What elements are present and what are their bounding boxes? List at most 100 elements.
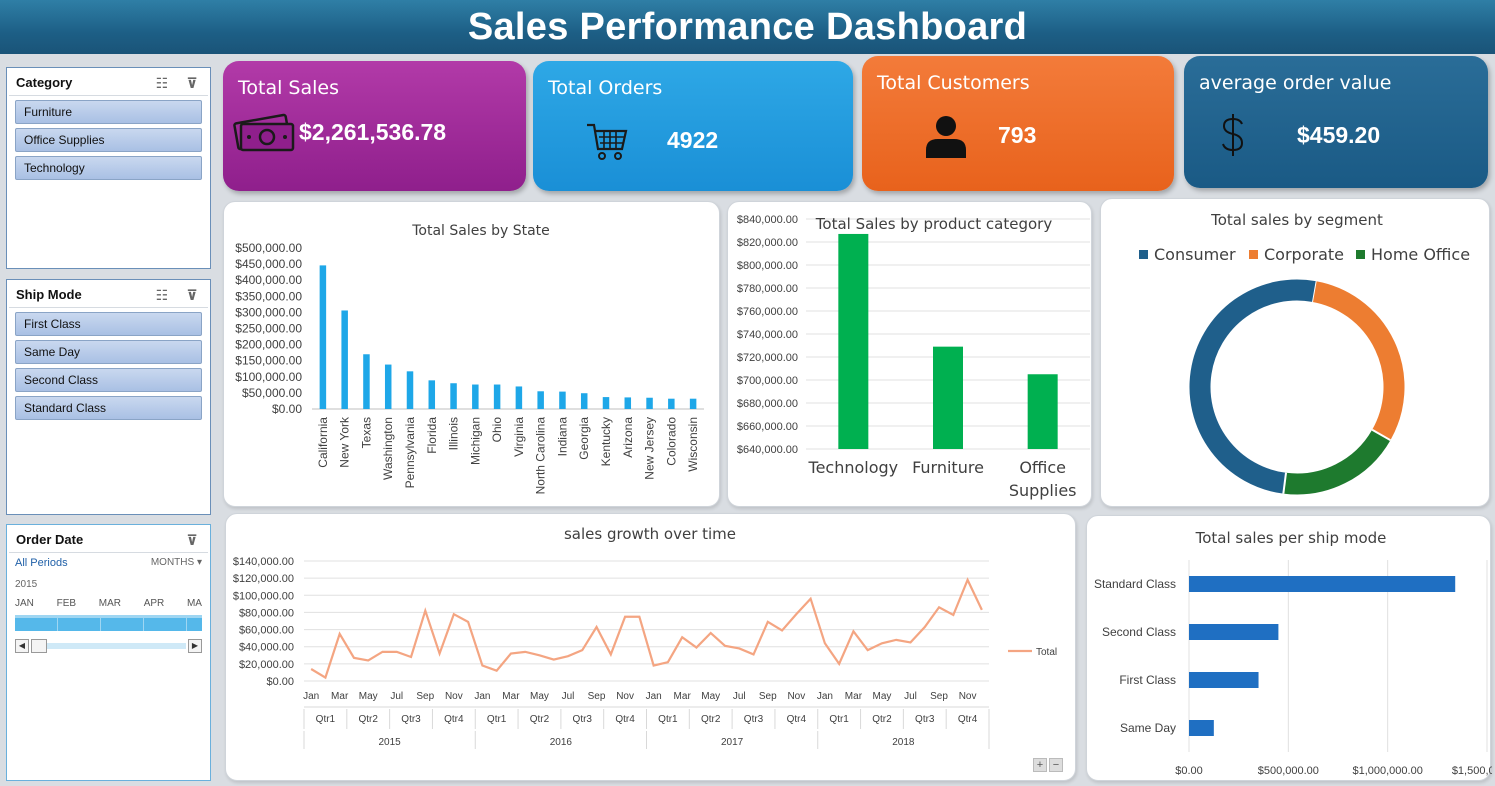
chart-sales-by-ship-mode-svg: Total sales per ship mode $0.00 $500,000.0…	[1094, 529, 1492, 777]
cart-icon	[587, 123, 628, 160]
x-tick-label: North Carolina	[534, 417, 548, 495]
x-tick-label: Indiana	[555, 417, 569, 457]
y-tick-label: $300,000.00	[235, 305, 302, 319]
slicer-item-second-class[interactable]: Second Class	[15, 368, 202, 392]
slicer-item-furniture[interactable]: Furniture	[15, 100, 202, 124]
expand-button[interactable]: +	[1033, 758, 1047, 772]
bar	[838, 233, 869, 449]
kpi-value: 4922	[667, 127, 719, 153]
x-tick-label: Supplies	[1009, 481, 1077, 500]
x-quarter-label: Qtr1	[487, 714, 507, 725]
x-month-label: May	[359, 691, 378, 702]
x-tick-label: Technology	[808, 458, 899, 477]
x-quarter-label: Qtr1	[316, 714, 336, 725]
chart-title: Total sales per ship mode	[1195, 529, 1387, 547]
scroll-right-icon[interactable]: ▶	[188, 639, 202, 653]
legend-swatch	[1356, 250, 1365, 259]
chart-title: Total Sales by product category	[815, 215, 1053, 233]
category-slicer-title: Category	[16, 75, 73, 90]
category-slicer: Category ☷ ⊽ Furniture Office Supplies T…	[6, 67, 211, 269]
bar	[406, 371, 414, 409]
bar	[602, 397, 610, 409]
x-quarter-label: Qtr3	[573, 714, 593, 725]
bar	[450, 383, 457, 409]
slicer-item-first-class[interactable]: First Class	[15, 312, 202, 336]
bar	[493, 384, 501, 409]
chart-sales-growth-svg: sales growth over time $0.00 $20,000.00 $40…	[233, 525, 1057, 749]
x-month-label: Jan	[303, 691, 319, 702]
slicer-item-standard-class[interactable]: Standard Class	[15, 396, 202, 420]
multi-select-icon[interactable]: ☷	[155, 74, 169, 91]
bar	[537, 391, 544, 409]
y-tick-label: $740,000.00	[737, 329, 798, 341]
y-tick-label: $80,000.00	[239, 607, 294, 619]
y-tick-label: $250,000.00	[235, 322, 302, 336]
kpi-total-orders: Total Orders 4922	[533, 61, 853, 191]
y-tick-label: $450,000.00	[235, 257, 302, 271]
y-tick-label: $640,000.00	[737, 444, 798, 456]
bar	[668, 398, 675, 409]
clear-filter-icon[interactable]: ⊽	[186, 286, 198, 303]
timeline-scrollbar[interactable]: ◀ ▶	[15, 639, 202, 653]
slicer-item-office-supplies[interactable]: Office Supplies	[15, 128, 202, 152]
x-tick-label: Illinois	[447, 417, 461, 450]
kpi-label: average order value	[1199, 72, 1392, 94]
legend-label: Consumer	[1154, 245, 1236, 264]
kpi-label: Total Orders	[548, 77, 663, 99]
x-tick-label: Wisconsin	[686, 417, 700, 472]
x-month-label: May	[530, 691, 549, 702]
collapse-button[interactable]: −	[1049, 758, 1063, 772]
timeline-months: JAN FEB MAR APR MA	[7, 590, 210, 609]
time-level-dropdown[interactable]: MONTHS ▾	[150, 557, 202, 568]
legend-label: Corporate	[1264, 245, 1344, 264]
x-month-label: May	[701, 691, 720, 702]
x-tick-label: Michigan	[468, 417, 482, 465]
x-tick-label: Colorado	[664, 417, 678, 466]
clear-filter-icon[interactable]: ⊽	[186, 531, 198, 548]
timeline-selection-bar[interactable]	[15, 615, 202, 631]
chart-sales-by-state: Total Sales by State $0.00 $50,000.00 $100,…	[223, 201, 720, 507]
legend-swatch	[1249, 250, 1258, 259]
chart-sales-by-segment: Total sales by segment Consumer Corporate H…	[1100, 198, 1490, 507]
y-tick-label: $100,000.00	[235, 370, 302, 384]
multi-select-icon[interactable]: ☷	[155, 286, 169, 303]
x-month-label: Mar	[674, 691, 692, 702]
chart-sales-by-category: $640,000.00 $660,000.00 $680,000.00 $700,00…	[727, 201, 1092, 507]
x-quarter-label: Qtr1	[829, 714, 849, 725]
legend-label: Home Office	[1371, 245, 1470, 264]
slicer-item-same-day[interactable]: Same Day	[15, 340, 202, 364]
x-month-label: Jan	[474, 691, 490, 702]
pivot-zoom-buttons: + −	[1033, 758, 1063, 772]
y-tick-label: $800,000.00	[737, 260, 798, 272]
y-tick-label: $760,000.00	[737, 306, 798, 318]
scroll-left-icon[interactable]: ◀	[15, 639, 29, 653]
slicer-item-technology[interactable]: Technology	[15, 156, 202, 180]
scroll-track[interactable]	[31, 639, 186, 653]
x-month-label: May	[873, 691, 892, 702]
scroll-thumb[interactable]	[31, 639, 47, 653]
y-tick-label: $780,000.00	[737, 283, 798, 295]
y-tick-label: $0.00	[272, 402, 302, 416]
timeline-month: MA	[186, 598, 202, 609]
x-month-label: Sep	[930, 691, 948, 702]
timeline-header: Order Date ⊽	[9, 527, 208, 553]
y-tick-label: $820,000.00	[737, 237, 798, 249]
x-tick-label: Georgia	[577, 417, 591, 460]
legend-swatch	[1139, 250, 1148, 259]
chart-sales-growth: sales growth over time $0.00 $20,000.00 $40…	[225, 513, 1076, 781]
timeline-month: APR	[143, 598, 165, 609]
slice-separator	[1371, 428, 1391, 442]
x-tick-label: $1,000,000.00	[1352, 765, 1422, 777]
x-month-label: Mar	[331, 691, 349, 702]
clear-filter-icon[interactable]: ⊽	[186, 74, 198, 91]
x-month-label: Sep	[416, 691, 434, 702]
ship-mode-slicer: Ship Mode ☷ ⊽ First Class Same Day Secon…	[6, 279, 211, 515]
x-month-label: Sep	[588, 691, 606, 702]
chart-title: Total Sales by State	[411, 223, 550, 239]
timeline-month: MAR	[98, 598, 121, 609]
x-month-label: Nov	[787, 691, 805, 702]
y-tick-label: Same Day	[1120, 721, 1176, 735]
bar	[363, 354, 370, 409]
y-tick-label: $60,000.00	[239, 625, 294, 637]
chart-sales-by-ship-mode: Total sales per ship mode $0.00 $500,000.0…	[1086, 515, 1492, 781]
